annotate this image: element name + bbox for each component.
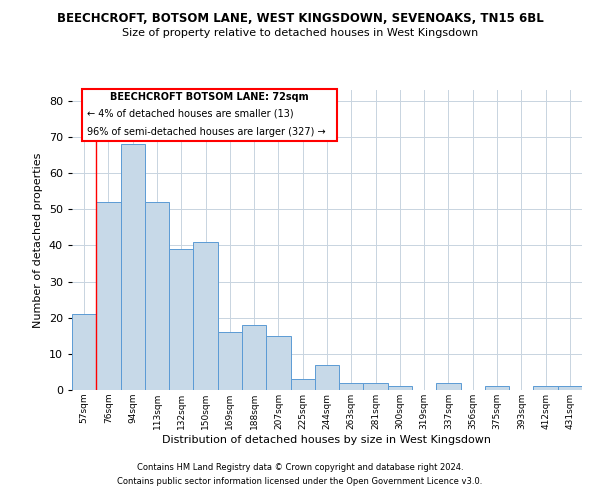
Text: BEECHCROFT, BOTSOM LANE, WEST KINGSDOWN, SEVENOAKS, TN15 6BL: BEECHCROFT, BOTSOM LANE, WEST KINGSDOWN,… [56, 12, 544, 26]
Bar [169, 249, 193, 390]
Bar [485, 386, 509, 390]
Bar [290, 379, 315, 390]
Text: Contains public sector information licensed under the Open Government Licence v3: Contains public sector information licen… [118, 477, 482, 486]
Bar [121, 144, 145, 390]
Bar [193, 242, 218, 390]
Text: ← 4% of detached houses are smaller (13): ← 4% of detached houses are smaller (13) [88, 108, 294, 118]
Bar [96, 202, 121, 390]
Bar [145, 202, 169, 390]
Bar [339, 383, 364, 390]
Bar [364, 383, 388, 390]
Bar [315, 364, 339, 390]
Bar [266, 336, 290, 390]
Bar [436, 383, 461, 390]
Text: Size of property relative to detached houses in West Kingsdown: Size of property relative to detached ho… [122, 28, 478, 38]
Text: 96% of semi-detached houses are larger (327) →: 96% of semi-detached houses are larger (… [88, 126, 326, 136]
Bar [533, 386, 558, 390]
Bar [242, 325, 266, 390]
Text: BEECHCROFT BOTSOM LANE: 72sqm: BEECHCROFT BOTSOM LANE: 72sqm [110, 92, 309, 102]
Text: Contains HM Land Registry data © Crown copyright and database right 2024.: Contains HM Land Registry data © Crown c… [137, 464, 463, 472]
X-axis label: Distribution of detached houses by size in West Kingsdown: Distribution of detached houses by size … [163, 434, 491, 444]
Bar [388, 386, 412, 390]
Bar [218, 332, 242, 390]
Bar [82, 88, 337, 141]
Bar [72, 314, 96, 390]
Bar [558, 386, 582, 390]
Y-axis label: Number of detached properties: Number of detached properties [33, 152, 43, 328]
